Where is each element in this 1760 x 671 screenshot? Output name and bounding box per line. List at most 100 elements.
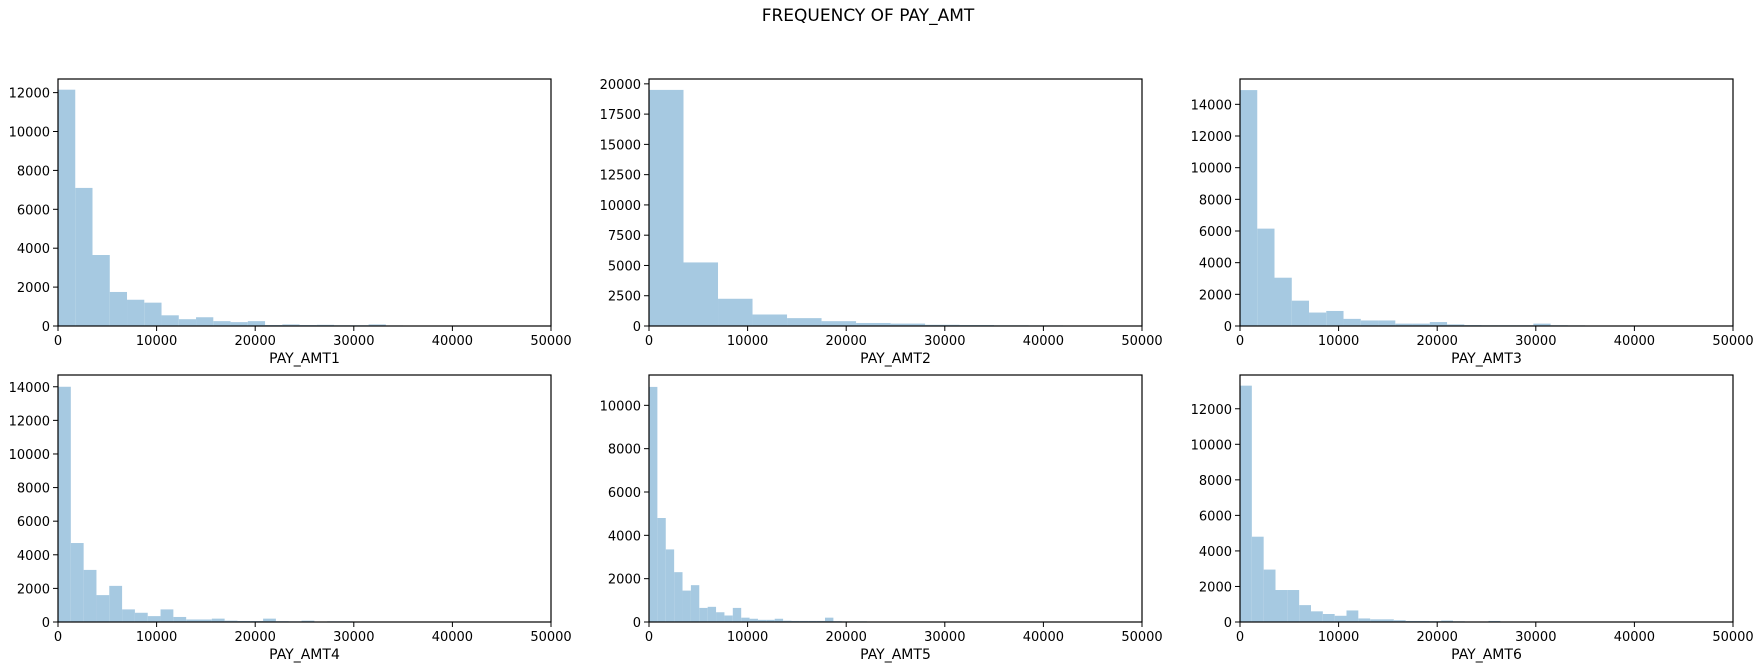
x-axis-label: PAY_AMT1: [269, 351, 340, 367]
x-tick-label: 40000: [1023, 334, 1064, 349]
y-tick-label: 4000: [608, 529, 641, 544]
histogram-bar: [1346, 610, 1359, 622]
x-tick-label: 50000: [530, 630, 571, 645]
x-tick-label: 0: [1236, 334, 1244, 349]
histogram-bar: [925, 324, 960, 326]
y-tick-label: 10000: [600, 199, 641, 214]
histogram-bar: [1412, 323, 1430, 326]
y-tick-label: 12500: [600, 169, 641, 184]
histogram-bar: [1358, 618, 1371, 622]
subplot-3: 0 10000 20000 30000 40000 50000 0 2000 4000 6000 8…: [1191, 78, 1754, 367]
histogram-bar: [787, 318, 822, 326]
histogram-bar: [741, 617, 750, 622]
histogram-bar: [1299, 605, 1311, 622]
x-tick-label: 20000: [1417, 630, 1458, 645]
histogram-bar: [657, 518, 666, 622]
y-tick-label: 4000: [17, 242, 50, 257]
y-tick-label: 20000: [600, 78, 641, 93]
histogram-bar: [1343, 318, 1361, 326]
y-tick-label: 0: [1224, 616, 1232, 631]
y-tick-label: 10000: [1191, 162, 1232, 177]
histogram-bars: [649, 89, 1133, 326]
subplot-5: 0 10000 20000 30000 40000 50000 0 2000 4000 6000 8…: [600, 374, 1163, 663]
histogram-bar: [127, 299, 145, 326]
y-tick-label: 0: [42, 616, 50, 631]
x-tick-label: 20000: [826, 334, 867, 349]
x-tick-label: 30000: [333, 334, 374, 349]
x-tick-label: 50000: [1121, 630, 1162, 645]
x-tick-label: 30000: [924, 334, 965, 349]
histogram-bar: [1370, 619, 1382, 622]
subplot-grid: 0 10000 20000 30000 40000 5000002000400060008…: [9, 78, 1754, 663]
y-tick-label: 6000: [1199, 225, 1232, 240]
histogram-bar: [732, 607, 742, 622]
histogram-bar: [144, 302, 162, 326]
histogram-bar: [699, 607, 708, 622]
histogram-bar: [1393, 620, 1406, 622]
y-tick-label: 10000: [600, 399, 641, 414]
histogram-bars: [58, 89, 551, 326]
histogram-bar: [58, 386, 71, 622]
histogram-bar: [173, 616, 187, 622]
y-tick-label: 7500: [608, 229, 641, 244]
histogram-bar: [766, 619, 775, 622]
histogram-bar: [783, 620, 792, 622]
x-tick-label: 0: [54, 630, 62, 645]
y-tick-label: 0: [1224, 320, 1232, 335]
histogram-bar: [186, 619, 199, 622]
histogram-bar: [1360, 320, 1379, 326]
histogram-bar: [774, 618, 784, 622]
x-tick-label: 30000: [1515, 630, 1556, 645]
x-tick-label: 20000: [235, 630, 276, 645]
y-tick-label: 8000: [1199, 193, 1232, 208]
histogram-bar: [1322, 614, 1335, 622]
x-axis-label: PAY_AMT5: [860, 647, 931, 663]
x-tick-label: 40000: [1614, 334, 1655, 349]
histogram-bar: [1251, 536, 1264, 622]
x-tick-label: 50000: [1712, 334, 1753, 349]
histogram-bars: [649, 386, 1136, 622]
x-axis-label: PAY_AMT2: [860, 351, 931, 367]
histogram-bar: [1275, 590, 1288, 622]
x-tick-label: 10000: [136, 630, 177, 645]
histogram-bar: [718, 298, 753, 326]
histogram-bar: [856, 322, 891, 326]
histogram-bar: [211, 618, 225, 622]
histogram-bar: [682, 590, 691, 622]
y-tick-label: 4000: [1199, 257, 1232, 272]
x-tick-label: 10000: [136, 334, 177, 349]
histogram-bar: [724, 615, 733, 622]
y-tick-label: 17500: [600, 108, 641, 123]
histogram-bar: [247, 321, 266, 326]
y-tick-label: 10000: [1191, 438, 1232, 453]
histogram-bar: [1309, 312, 1327, 326]
axes-frame: [57, 78, 552, 327]
x-axis-label: PAY_AMT3: [1451, 351, 1522, 367]
x-tick-label: 20000: [1417, 334, 1458, 349]
y-tick-label: 4000: [1199, 545, 1232, 560]
histogram-bar: [683, 262, 719, 326]
y-tick-label: 12000: [1191, 403, 1232, 418]
histogram-bar: [1274, 277, 1292, 326]
y-tick-label: 6000: [17, 203, 50, 218]
histogram-bar: [109, 291, 128, 326]
x-tick-label: 40000: [432, 630, 473, 645]
histogram-bar: [649, 386, 658, 622]
x-tick-label: 40000: [1614, 630, 1655, 645]
y-tick-label: 15000: [600, 138, 641, 153]
histogram-bar: [122, 609, 135, 622]
x-tick-label: 50000: [1121, 334, 1162, 349]
x-tick-label: 40000: [1023, 630, 1064, 645]
figure-title: FREQUENCY OF PAY_AMT: [762, 6, 975, 26]
histogram-bar: [690, 585, 700, 622]
y-tick-label: 6000: [1199, 509, 1232, 524]
axes-frame: [1239, 78, 1734, 327]
histogram-bar: [1334, 615, 1347, 622]
y-tick-label: 8000: [1199, 474, 1232, 489]
histogram-bar: [83, 569, 97, 622]
x-tick-label: 30000: [333, 630, 374, 645]
y-tick-label: 6000: [608, 486, 641, 501]
histogram-bar: [198, 619, 212, 622]
x-tick-label: 30000: [1515, 334, 1556, 349]
y-tick-label: 6000: [17, 515, 50, 530]
